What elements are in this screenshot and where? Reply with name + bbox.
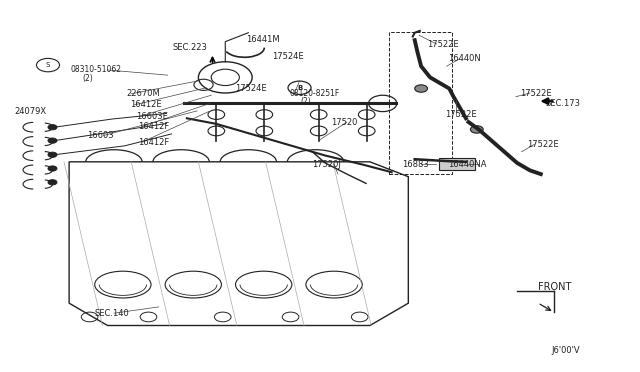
Text: 16412E: 16412E [130, 100, 161, 109]
Text: J6'00'V: J6'00'V [552, 346, 580, 355]
Text: SEC.223: SEC.223 [173, 43, 207, 52]
Text: B: B [297, 85, 302, 91]
Text: 08120-8251F: 08120-8251F [289, 89, 340, 97]
Text: 17524E: 17524E [272, 52, 303, 61]
Circle shape [48, 152, 57, 157]
Text: 17524E: 17524E [236, 84, 267, 93]
Text: 16412F: 16412F [138, 138, 170, 147]
Text: 22670M: 22670M [127, 89, 161, 98]
Text: 16603E: 16603E [136, 112, 168, 121]
Circle shape [48, 166, 57, 171]
Text: 16441M: 16441M [246, 35, 280, 44]
Text: 17522E: 17522E [428, 40, 459, 49]
Circle shape [48, 180, 57, 185]
Text: (2): (2) [301, 97, 312, 106]
Text: SEC.173: SEC.173 [545, 99, 580, 108]
Text: SEC.140: SEC.140 [95, 309, 129, 318]
Text: 08310-51062: 08310-51062 [70, 65, 122, 74]
Text: 16440N: 16440N [448, 54, 481, 63]
Text: 24079X: 24079X [14, 107, 46, 116]
Circle shape [470, 126, 483, 133]
Circle shape [48, 125, 57, 130]
Text: 17522E: 17522E [445, 110, 477, 119]
Text: 17522E: 17522E [527, 140, 559, 149]
Text: (2): (2) [82, 74, 93, 83]
Text: 16883: 16883 [402, 160, 429, 169]
Circle shape [415, 85, 428, 92]
FancyBboxPatch shape [439, 158, 475, 170]
Text: 17520: 17520 [332, 118, 358, 126]
Text: S: S [46, 62, 50, 68]
Circle shape [48, 138, 57, 143]
Text: 16412F: 16412F [138, 122, 170, 131]
Text: 17520J: 17520J [312, 160, 341, 169]
Text: FRONT: FRONT [538, 282, 571, 292]
Text: 16603: 16603 [87, 131, 114, 140]
Text: 16440NA: 16440NA [448, 160, 486, 169]
Text: 17522E: 17522E [520, 89, 551, 97]
